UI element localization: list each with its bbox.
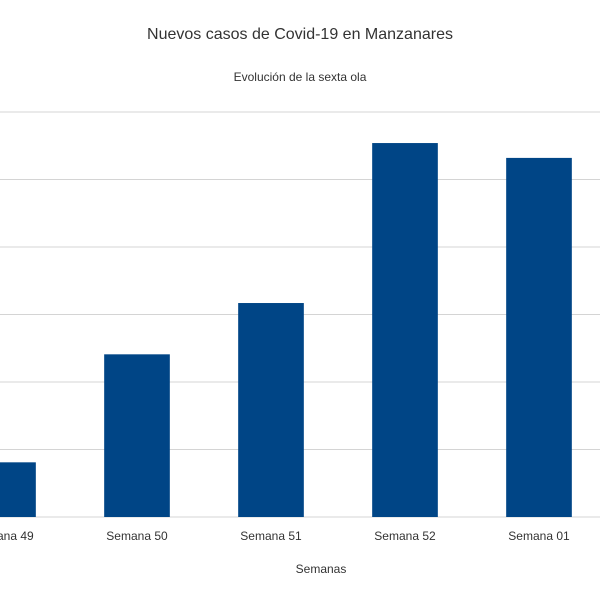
bar: [372, 143, 438, 518]
chart-title: Nuevos casos de Covid-19 en Manzanares: [147, 26, 453, 43]
bar: [104, 354, 170, 517]
bar: [506, 157, 572, 517]
x-tick-label: Semana 52: [374, 529, 436, 543]
x-tick-label: Semana 51: [240, 529, 302, 543]
chart-subtitle: Evolución de la sexta ola: [234, 70, 367, 84]
x-axis-title: Semanas: [296, 562, 347, 576]
x-tick-label: Semana 01: [508, 529, 570, 543]
bar: [0, 462, 36, 517]
x-tick-label: Semana 50: [106, 529, 168, 543]
bar: [238, 303, 304, 517]
x-tick-label: Semana 49: [0, 529, 34, 543]
